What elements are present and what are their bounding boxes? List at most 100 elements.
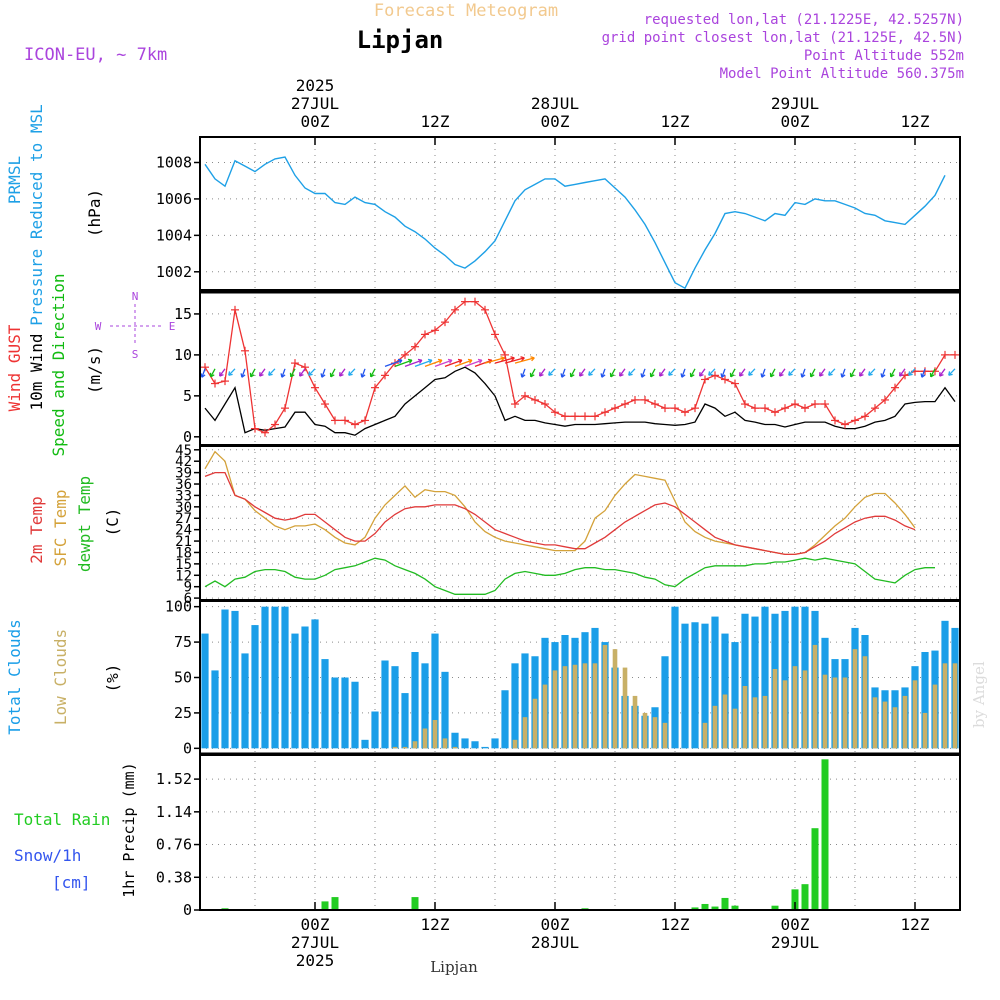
y-tick-label: 45 [175,443,192,459]
wind-direction-shaft [748,368,756,376]
gust-marker [701,375,709,384]
wind-direction-arrow [748,368,756,376]
wind-direction-head [668,373,673,376]
wind-direction-shaft [939,368,946,377]
gust-marker [771,408,779,417]
wind-direction-shaft [424,359,443,367]
total-cloud-bar [681,623,689,749]
wind-direction-shaft [384,359,403,367]
precip-bar [821,759,829,910]
y-tick-label: 1.52 [156,770,192,788]
wind-direction-arrow [769,368,776,378]
y-tick-label: 15 [174,305,192,323]
location-title: Lipjan [357,26,444,54]
wind-direction-shaft [561,368,566,378]
gust-marker [471,297,479,306]
y-tick-label: 33 [175,488,192,504]
gust-marker [601,408,609,417]
low-cloud-bar [742,686,748,749]
gust-marker [671,404,679,413]
wind-direction-arrow [880,368,886,378]
wind-direction-head [530,374,535,378]
y-tick-label: 30 [175,500,192,516]
y-tick-label: 42 [175,454,192,470]
wind-direction-shaft [484,357,505,364]
wind-direction-head [601,374,606,378]
y-tick-label: 6 [184,591,192,607]
y-tick-label: 1002 [156,263,192,281]
wind-direction-shaft [464,359,483,367]
wind-direction-head [487,358,493,361]
low-cloud-bar [842,677,848,749]
time-label-bottom: 00Z [781,915,810,934]
low-cloud-bar [652,717,658,749]
y-tick-label: 27 [175,511,192,527]
wind-direction-head [908,373,913,376]
wind-direction-head [761,374,766,378]
wind-direction-arrow [434,358,453,367]
total-cloud-bar [261,606,269,749]
total-cloud-bar [721,633,729,749]
wind-direction-head [921,374,926,378]
low-cloud-bar [852,649,858,749]
wind-direction-head [810,374,815,378]
gust-marker [921,367,929,376]
gust-marker [451,305,459,314]
precip-bar [321,901,329,910]
wind-direction-head [250,374,255,378]
wind-direction-head [268,373,273,376]
wind-direction-shaft [210,368,216,378]
wind-direction-head [779,374,784,377]
wind-direction-shaft [474,359,493,367]
wind-direction-shaft [650,368,656,378]
wind-direction-head [370,374,375,378]
time-label-bottom: 00Z [301,915,330,934]
gust-marker [591,412,599,421]
y-tick-label: 36 [175,477,192,493]
panel-frame-2 [199,445,961,601]
gust-marker [241,346,249,355]
low-cloud-bar [662,722,668,749]
wind-direction-shaft [721,368,726,378]
snow-unit-label: [cm] [52,873,91,892]
wind-direction-head [321,374,326,378]
wind-direction-arrow [268,368,276,376]
time-label-top: 2025 [296,76,335,95]
total-cloud-bar [271,606,279,749]
compass-n: N [132,290,139,303]
wind-direction-shaft [290,368,296,378]
total-cloud-bar [281,606,289,749]
low-cloud-bar [442,738,448,749]
wind-direction-arrow [249,368,256,378]
gust-marker [331,416,339,425]
low-cloud-bar [822,674,828,749]
gust-marker [221,377,229,386]
wind-direction-shaft [801,368,806,378]
pressure-label-1: PRMSL [5,156,24,204]
wind-direction-shaft [521,368,526,378]
wind-direction-head [500,356,505,359]
low-cloud-bar [642,712,648,749]
gust-marker [381,371,389,380]
grid-point-coords: grid point closest lon,lat (21.125E, 42.… [602,30,964,46]
wind-direction-arrow [699,368,706,377]
wind-direction-shaft [828,368,836,376]
wind-direction-arrow [819,368,826,377]
wind-direction-arrow [939,368,946,377]
wind-direction-shaft [690,368,696,378]
wind-direction-head [641,374,646,378]
gust-marker [611,404,619,413]
wind-direction-head [650,374,655,378]
time-label-top: 29JUL [771,94,819,113]
wind-direction-shaft [659,368,666,377]
gust-marker [841,420,849,429]
gust-marker [881,395,889,404]
total-cloud-bar [441,671,449,749]
wind-label: 10m Wind [27,333,46,410]
wind-direction-arrow [240,368,246,378]
total-cloud-bar [391,666,399,749]
total-cloud-bar [231,610,239,749]
wind-direction-shaft [601,368,606,378]
low-cloud-bar [572,664,578,749]
wind-direction-shaft [619,368,626,377]
